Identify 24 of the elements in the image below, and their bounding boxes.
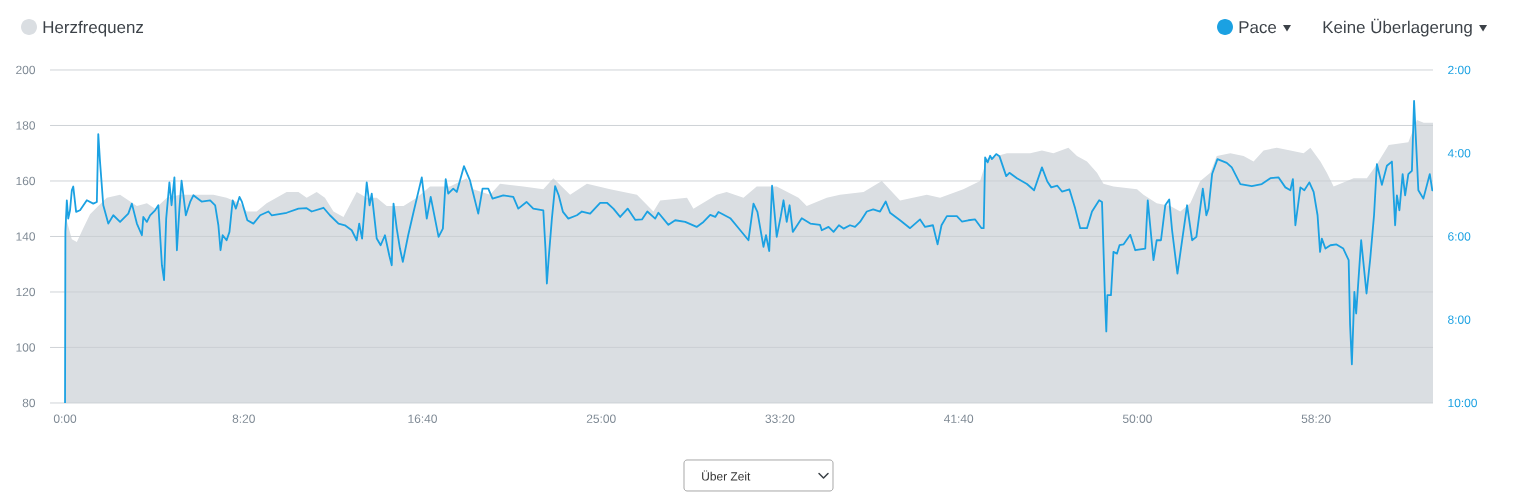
- x-tick-label: 58:20: [1301, 414, 1331, 423]
- y-tick-label: 120: [16, 287, 36, 297]
- text: Über Zeit: [702, 470, 751, 481]
- x-tick-label: 50:00: [1122, 414, 1152, 423]
- y2-tick-label: 10:00: [1448, 398, 1477, 408]
- y2-tick-label: 8:00: [1448, 315, 1471, 324]
- x-tick-label: 16:40: [408, 414, 437, 423]
- x-tick-label: 25:00: [586, 414, 616, 423]
- x-tick-label: 33:20: [765, 414, 795, 423]
- x-tick-label: 8:20: [232, 414, 255, 423]
- x-tick-label: 0:00: [53, 414, 77, 423]
- y-tick-label: 160: [16, 176, 36, 186]
- y-tick-label: 180: [16, 121, 36, 130]
- legend-label: Pace: [1239, 21, 1277, 34]
- legend-label: Herzfrequenz: [43, 20, 144, 37]
- text: Keine Überlagerung: [1323, 18, 1472, 37]
- y2-tick-label: 2:00: [1448, 65, 1471, 75]
- y-tick-label: 100: [16, 343, 36, 352]
- x-tick-label: 41:40: [943, 414, 974, 423]
- y2-tick-label: 4:00: [1447, 149, 1471, 158]
- y2-tick-label: 6:00: [1448, 232, 1471, 241]
- y-tick-label: 140: [16, 232, 36, 241]
- y-tick-label: 200: [16, 65, 36, 75]
- y-tick-label: 80: [22, 398, 36, 408]
